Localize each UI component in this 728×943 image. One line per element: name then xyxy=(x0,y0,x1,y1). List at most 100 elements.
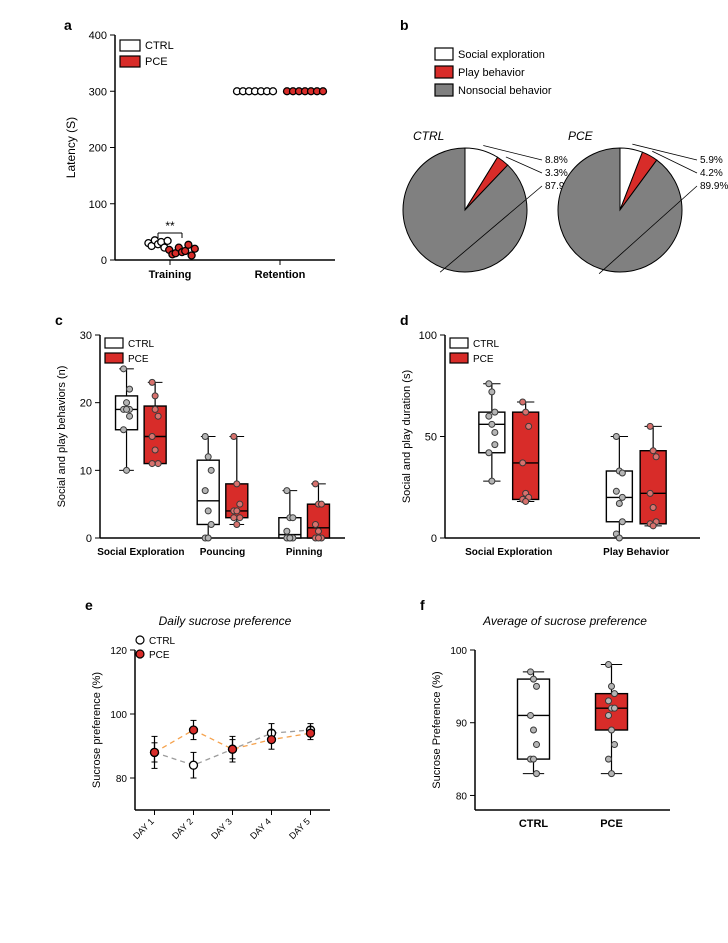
svg-text:400: 400 xyxy=(89,30,107,42)
pie-label: 5.9% xyxy=(700,155,723,166)
svg-text:100: 100 xyxy=(419,330,437,342)
pie-label: 8.8% xyxy=(545,155,568,166)
data-point xyxy=(127,413,133,419)
panel-b: bSocial explorationPlay behaviorNonsocia… xyxy=(400,17,728,274)
svg-text:200: 200 xyxy=(89,143,107,155)
data-point xyxy=(155,413,161,419)
data-point xyxy=(647,490,653,496)
data-point xyxy=(287,535,293,541)
data-point xyxy=(619,470,625,476)
data-point xyxy=(152,406,158,412)
svg-text:Social exploration: Social exploration xyxy=(458,49,545,61)
data-point xyxy=(492,429,498,435)
data-point xyxy=(609,771,615,777)
data-point xyxy=(486,413,492,419)
data-point xyxy=(229,745,237,753)
svg-text:CTRL: CTRL xyxy=(473,339,500,350)
data-point xyxy=(121,427,127,433)
data-point xyxy=(653,454,659,460)
y-axis-label: Latency (S) xyxy=(64,117,78,178)
panel-label: c xyxy=(55,312,63,328)
data-point xyxy=(234,521,240,527)
data-point xyxy=(208,467,214,473)
panel-title: Daily sucrose preference xyxy=(159,614,292,628)
svg-text:120: 120 xyxy=(110,646,127,657)
svg-text:Retention: Retention xyxy=(255,269,306,281)
data-point xyxy=(155,461,161,467)
data-point xyxy=(284,528,290,534)
data-point xyxy=(149,434,155,440)
pie-label: 4.2% xyxy=(700,168,723,179)
svg-text:PCE: PCE xyxy=(568,129,594,143)
data-point xyxy=(152,393,158,399)
svg-text:Play behavior: Play behavior xyxy=(458,67,525,79)
svg-text:100: 100 xyxy=(89,199,107,211)
data-point xyxy=(531,756,537,762)
pie-label: 3.3% xyxy=(545,168,568,179)
svg-text:100: 100 xyxy=(110,710,127,721)
data-point xyxy=(315,528,321,534)
data-point xyxy=(534,742,540,748)
y-axis-label: Sucrose Preference (%) xyxy=(431,671,443,788)
data-point xyxy=(612,691,618,697)
panel-f: fAverage of sucrose preference8090100Suc… xyxy=(420,597,670,830)
svg-text:DAY 5: DAY 5 xyxy=(287,816,312,841)
panel-title: Average of sucrose preference xyxy=(482,614,647,628)
data-point xyxy=(237,515,243,521)
data-point xyxy=(164,237,171,244)
panel-label: a xyxy=(64,17,72,33)
svg-text:Play Behavior: Play Behavior xyxy=(603,547,669,558)
data-point xyxy=(492,442,498,448)
svg-text:Pinning: Pinning xyxy=(286,547,323,558)
data-point xyxy=(613,488,619,494)
data-point xyxy=(647,423,653,429)
svg-text:PCE: PCE xyxy=(128,354,149,365)
data-point xyxy=(531,676,537,682)
y-axis-label: Social and play behaviors (n) xyxy=(56,366,68,508)
legend: CTRLPCE xyxy=(120,40,174,68)
data-point xyxy=(318,501,324,507)
data-point xyxy=(190,761,198,769)
svg-text:PCE: PCE xyxy=(149,650,170,661)
data-point xyxy=(307,729,315,737)
figure-svg: a0100200300400Latency (S)TrainingRetenti… xyxy=(0,0,728,943)
svg-text:DAY 4: DAY 4 xyxy=(248,816,273,841)
svg-text:DAY 3: DAY 3 xyxy=(209,816,234,841)
data-point xyxy=(151,748,159,756)
svg-text:90: 90 xyxy=(456,719,468,730)
data-point xyxy=(205,535,211,541)
svg-text:PCE: PCE xyxy=(600,818,623,830)
data-point xyxy=(489,478,495,484)
data-point xyxy=(609,727,615,733)
svg-text:100: 100 xyxy=(450,646,467,657)
data-point xyxy=(237,501,243,507)
data-point xyxy=(528,669,534,675)
data-point xyxy=(616,535,622,541)
data-point xyxy=(231,515,237,521)
panel-label: d xyxy=(400,312,409,328)
data-point xyxy=(650,448,656,454)
data-point xyxy=(619,519,625,525)
data-point xyxy=(290,515,296,521)
pie-slice xyxy=(558,148,682,272)
data-point xyxy=(234,481,240,487)
pie-label: 89.9% xyxy=(700,181,728,192)
data-point xyxy=(188,252,195,259)
svg-text:30: 30 xyxy=(80,330,92,342)
data-point xyxy=(606,756,612,762)
data-point xyxy=(205,508,211,514)
box xyxy=(640,451,666,524)
svg-text:DAY 1: DAY 1 xyxy=(131,816,156,841)
data-point xyxy=(124,406,130,412)
data-point xyxy=(208,521,214,527)
data-point xyxy=(315,535,321,541)
svg-text:0: 0 xyxy=(86,533,92,545)
svg-text:CTRL: CTRL xyxy=(149,636,176,647)
data-point xyxy=(520,460,526,466)
data-point xyxy=(523,409,529,415)
data-point xyxy=(149,461,155,467)
panel-label: b xyxy=(400,17,409,33)
svg-text:CTRL: CTRL xyxy=(128,339,155,350)
data-point xyxy=(284,488,290,494)
data-point xyxy=(312,521,318,527)
